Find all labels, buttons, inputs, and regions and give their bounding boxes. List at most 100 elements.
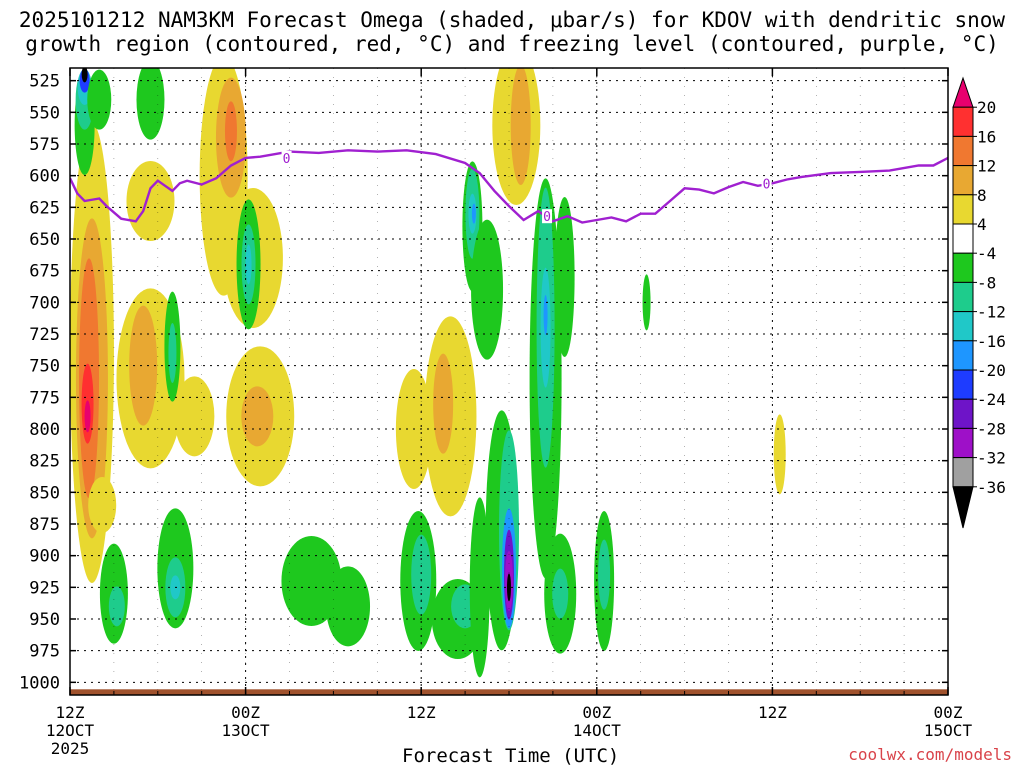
colorbar-label: 4 — [977, 215, 987, 234]
y-tick-label: 850 — [29, 483, 60, 503]
positive-omega-region — [88, 477, 117, 533]
y-tick-label: 825 — [29, 452, 60, 472]
colorbar-label: -32 — [977, 449, 1006, 468]
negative-omega-region — [507, 573, 511, 602]
colorbar-label: 8 — [977, 186, 987, 205]
colorbar-label: 20 — [977, 98, 996, 117]
y-tick-label: 600 — [29, 167, 60, 187]
colorbar-segment — [952, 457, 974, 488]
positive-omega-region — [773, 414, 786, 495]
freezing-level-label: 0 — [543, 210, 551, 225]
x-tick-label: 14OCT — [573, 721, 622, 740]
y-tick-label: 975 — [29, 642, 60, 662]
negative-omega-region — [552, 568, 569, 619]
colorbar-segment — [952, 281, 974, 313]
colorbar-label: -28 — [977, 419, 1006, 438]
x-tick-label: 13OCT — [222, 721, 271, 740]
positive-omega-region — [126, 161, 175, 241]
colorbar-segment — [952, 311, 974, 342]
x-tick-label: 12Z — [407, 703, 436, 722]
positive-omega-region — [510, 68, 531, 185]
freezing-label-bg — [281, 150, 292, 165]
x-tick-label: 00Z — [582, 703, 611, 722]
y-tick-label: 550 — [29, 103, 60, 123]
colorbar-segment — [952, 194, 974, 225]
y-tick-label: 875 — [29, 515, 60, 535]
colorbar-label: -16 — [977, 332, 1006, 351]
x-tick-label: 15OCT — [924, 721, 973, 740]
negative-omega-region — [108, 586, 125, 627]
positive-omega-region — [433, 353, 454, 454]
colorbar: 20 16 12 8 4 -4 -8 -12 -16 -20 -24 -28 -32 -36 — [952, 76, 1006, 529]
colorbar-segment — [952, 135, 974, 167]
negative-omega-region — [326, 566, 371, 647]
colorbar-segment — [952, 76, 974, 108]
colorbar-segment — [952, 223, 974, 254]
colorbar-label: 16 — [977, 127, 996, 146]
negative-omega-region — [543, 295, 548, 335]
positive-omega-region — [84, 400, 91, 433]
chart-title-line1: 2025101212 NAM3KM Forecast Omega (shaded… — [18, 8, 1006, 32]
y-tick-label: 950 — [29, 610, 60, 630]
freezing-level-label: 0 — [283, 152, 291, 167]
freezing-level-contour: 0 0 0 — [70, 149, 948, 225]
negative-omega-region — [598, 539, 611, 610]
colorbar-segment — [952, 486, 974, 529]
y-tick-label: 800 — [29, 420, 60, 440]
omega-shading — [70, 68, 786, 678]
colorbar-segment — [952, 340, 974, 371]
y-tick-label: 725 — [29, 325, 60, 345]
negative-omega-region — [168, 323, 177, 383]
negative-omega-region — [136, 68, 165, 140]
y-tick-label: 1000 — [19, 673, 60, 693]
y-tick-label: 675 — [29, 262, 60, 282]
positive-omega-region — [174, 376, 215, 457]
x-tick-label: 00Z — [231, 703, 260, 722]
y-tick-label: 925 — [29, 578, 60, 598]
negative-omega-region — [81, 68, 88, 83]
colorbar-label: 12 — [977, 157, 996, 176]
negative-omega-region — [471, 203, 476, 224]
x-tick-label: 12Z — [56, 703, 85, 722]
y-tick-label: 625 — [29, 198, 60, 218]
colorbar-segment — [952, 165, 974, 196]
colorbar-segment — [952, 427, 974, 459]
x-tick-label: 12Z — [758, 703, 787, 722]
credit-text: coolwx.com/models — [848, 745, 1012, 764]
y-tick-label: 900 — [29, 547, 60, 567]
negative-omega-region — [554, 197, 575, 357]
x-tick-label: 00Z — [934, 703, 963, 722]
colorbar-label: -12 — [977, 303, 1006, 322]
colorbar-segment — [952, 252, 974, 283]
colorbar-segment — [952, 106, 974, 137]
x-tick-label: 12OCT — [46, 721, 95, 740]
colorbar-label: -8 — [977, 273, 996, 292]
y-tick-label: 575 — [29, 135, 60, 155]
positive-omega-region — [129, 305, 158, 426]
colorbar-label: -20 — [977, 361, 1006, 380]
negative-omega-region — [471, 219, 504, 360]
positive-omega-region — [241, 386, 274, 447]
negative-omega-region — [642, 274, 651, 331]
colorbar-label: -24 — [977, 390, 1006, 409]
colorbar-segment — [952, 398, 974, 429]
x-axis-title: Forecast Time (UTC) — [402, 745, 620, 767]
chart-title-line2: growth region (contoured, red, °C) and f… — [25, 32, 999, 56]
y-tick-label: 525 — [29, 72, 60, 92]
freezing-label-bg — [761, 176, 772, 191]
freezing-level-label: 0 — [763, 177, 771, 192]
negative-omega-region — [245, 244, 252, 285]
negative-omega-region — [87, 69, 112, 130]
freezing-label-bg — [542, 209, 553, 224]
negative-omega-region — [469, 497, 490, 678]
y-tick-label: 775 — [29, 388, 60, 408]
x-tick-label: 2025 — [51, 739, 90, 758]
colorbar-label: -36 — [977, 478, 1006, 497]
positive-omega-region — [224, 101, 237, 162]
y-tick-label: 750 — [29, 357, 60, 377]
y-axis: 525 550 575 600 625 650 675 700 725 750 775 800 825 8… — [19, 72, 948, 693]
freezing-level-line — [70, 149, 948, 224]
y-tick-label: 650 — [29, 230, 60, 250]
